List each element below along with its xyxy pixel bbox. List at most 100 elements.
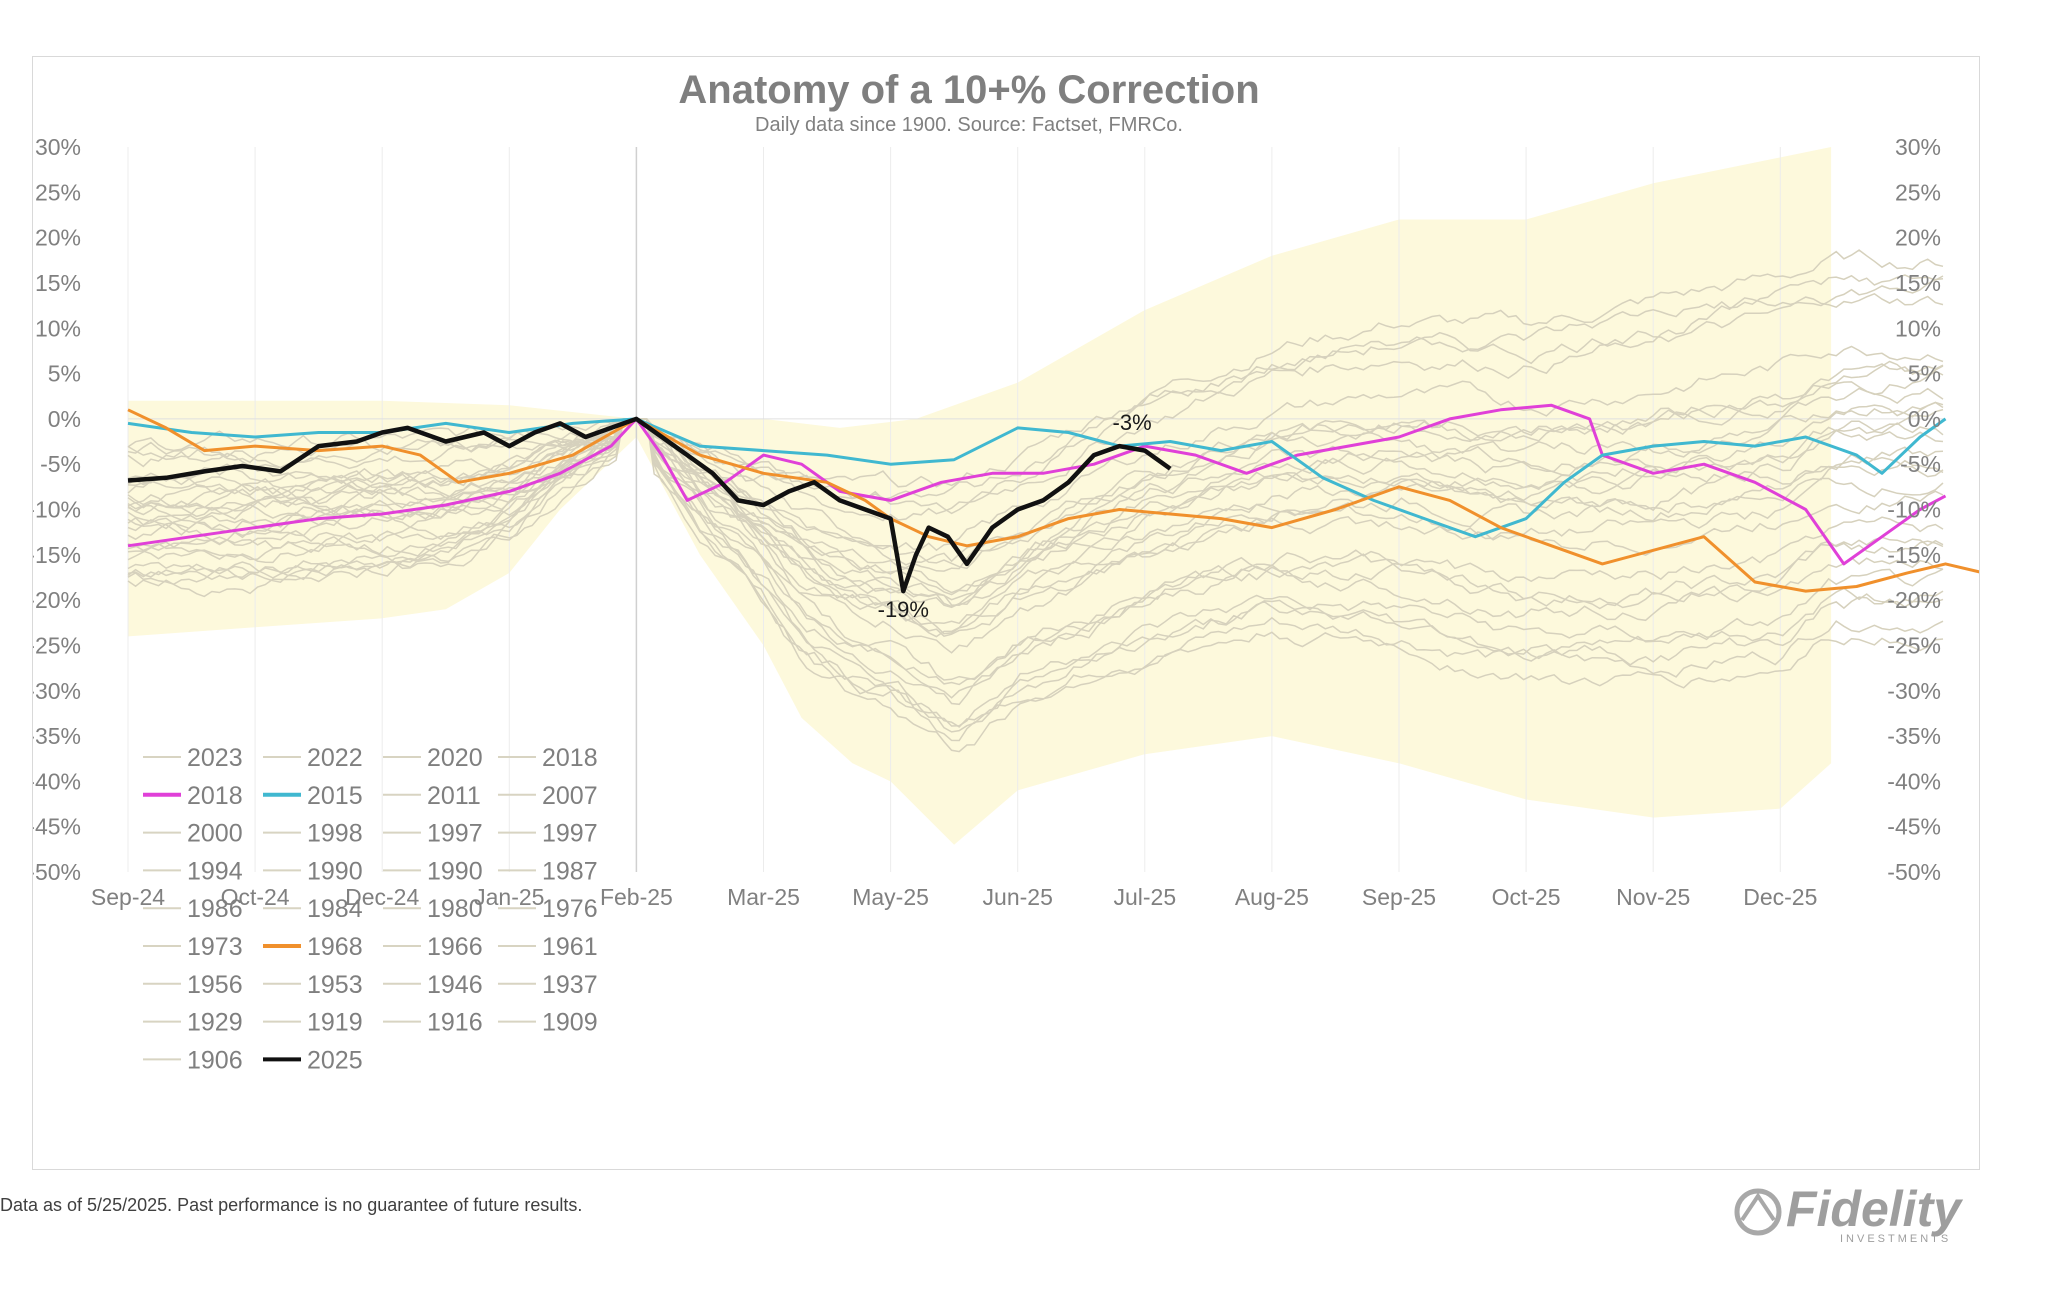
legend-label-28: 1929	[187, 1009, 243, 1037]
y-tick-left-4: 10%	[35, 315, 81, 341]
y-tick-left-1: 25%	[35, 179, 81, 205]
y-tick-left-2: 20%	[35, 225, 81, 251]
chart-subtitle: Daily data since 1900. Source: Factset, …	[755, 114, 1183, 136]
legend-label-21: 1968	[307, 933, 363, 961]
y-tick-right-6: 0%	[1908, 406, 1941, 432]
annotation-1: -19%	[878, 597, 929, 622]
legend-label-0: 2023	[187, 744, 243, 772]
x-tick-1: Oct-24	[221, 884, 290, 910]
legend-label-16: 1986	[187, 895, 243, 923]
y-tick-left-13: -35%	[33, 723, 81, 749]
history-line-15	[127, 418, 1944, 728]
legend-label-23: 1961	[542, 933, 598, 961]
history-line-4	[127, 418, 1944, 638]
legend-label-29: 1919	[307, 1009, 363, 1037]
history-line-23	[127, 418, 1944, 686]
legend-label-24: 1956	[187, 971, 243, 999]
legend-label-3: 2018	[542, 744, 598, 772]
history-line-18	[127, 418, 1944, 699]
x-tick-2: Dec-24	[345, 884, 419, 910]
y-tick-left-11: -25%	[33, 632, 81, 658]
y-tick-right-7: -5%	[1900, 451, 1941, 477]
y-tick-left-9: -15%	[33, 542, 81, 568]
y-tick-right-15: -45%	[1887, 814, 1941, 840]
fidelity-mark-icon	[1734, 1188, 1782, 1236]
y-tick-right-16: -50%	[1887, 859, 1941, 885]
range-band	[128, 147, 1832, 845]
correction-chart: 30% 30% 25% 25% 20% 20% 15% 15% 10% 10% 5% 5% 0% 0% -5…	[33, 68, 1979, 1074]
history-line-0	[127, 418, 1944, 626]
x-tick-8: Jul-25	[1113, 884, 1176, 910]
y-tick-left-3: 15%	[35, 270, 81, 296]
x-tick-12: Nov-25	[1616, 884, 1690, 910]
legend-label-17: 1984	[307, 895, 363, 923]
history-line-27	[127, 360, 1944, 570]
y-tick-right-4: 10%	[1895, 315, 1941, 341]
legend-label-11: 1997	[542, 820, 598, 848]
y-tick-left-6: 0%	[48, 406, 81, 432]
history-line-17	[127, 418, 1944, 733]
history-line-26	[127, 274, 1944, 501]
x-tick-9: Aug-25	[1235, 884, 1309, 910]
legend-label-31: 1909	[542, 1009, 598, 1037]
annotation-0: -3%	[1113, 410, 1152, 435]
history-line-19	[127, 418, 1944, 706]
history-line-24	[127, 418, 1944, 607]
x-tick-6: May-25	[852, 884, 929, 910]
history-line-12	[127, 363, 1944, 566]
legend-label-18: 1980	[427, 895, 483, 923]
chart-title: Anatomy of a 10+% Correction	[678, 68, 1259, 112]
legend-label-27: 1937	[542, 971, 598, 999]
x-tick-13: Dec-25	[1743, 884, 1817, 910]
y-tick-left-8: -10%	[33, 497, 81, 523]
y-tick-right-11: -25%	[1887, 632, 1941, 658]
history-line-1	[127, 418, 1944, 742]
y-tick-right-13: -35%	[1887, 723, 1941, 749]
x-tick-4: Feb-25	[600, 884, 673, 910]
chart-frame: 30% 30% 25% 25% 20% 20% 15% 15% 10% 10% 5% 5% 0% 0% -5…	[32, 56, 1980, 1170]
series-2015	[127, 417, 1947, 539]
legend-label-25: 1953	[307, 971, 363, 999]
history-line-21	[127, 418, 1944, 753]
y-tick-left-5: 5%	[48, 361, 81, 387]
fidelity-subtext: INVESTMENTS	[1840, 1233, 1951, 1245]
fidelity-wordmark: Fidelity	[1786, 1182, 1963, 1237]
legend-label-22: 1966	[427, 933, 483, 961]
legend-label-19: 1976	[542, 895, 598, 923]
series-1968	[127, 408, 1979, 593]
y-tick-right-2: 20%	[1895, 225, 1941, 251]
series-2025	[127, 416, 1172, 594]
y-tick-right-14: -40%	[1887, 768, 1941, 794]
legend-label-7: 2007	[542, 782, 598, 810]
legend-label-8: 2000	[187, 820, 243, 848]
legend-label-5: 2015	[307, 782, 363, 810]
x-tick-11: Oct-25	[1492, 884, 1561, 910]
legend-label-13: 1990	[307, 857, 363, 885]
y-tick-right-9: -15%	[1887, 542, 1941, 568]
y-tick-left-15: -45%	[33, 814, 81, 840]
y-tick-left-7: -5%	[40, 451, 81, 477]
history-line-14	[127, 401, 1944, 601]
x-tick-5: Mar-25	[727, 884, 800, 910]
y-tick-right-3: 15%	[1895, 270, 1941, 296]
y-tick-right-12: -30%	[1887, 678, 1941, 704]
legend-label-10: 1997	[427, 820, 483, 848]
legend-label-33: 2025	[307, 1046, 363, 1074]
y-tick-right-5: 5%	[1908, 361, 1941, 387]
fidelity-logo: Fidelity INVESTMENTS	[1734, 1182, 1963, 1245]
history-line-3	[127, 418, 1944, 681]
x-tick-10: Sep-25	[1362, 884, 1436, 910]
x-tick-0: Sep-24	[91, 884, 165, 910]
y-tick-left-14: -40%	[33, 768, 81, 794]
y-tick-left-12: -30%	[33, 678, 81, 704]
legend-label-26: 1946	[427, 971, 483, 999]
y-tick-right-8: -10%	[1887, 497, 1941, 523]
y-tick-left-10: -20%	[33, 587, 81, 613]
y-tick-right-1: 25%	[1895, 179, 1941, 205]
legend-label-12: 1994	[187, 857, 243, 885]
x-tick-7: Jun-25	[983, 884, 1053, 910]
legend-label-30: 1916	[427, 1009, 483, 1037]
legend-label-4: 2018	[187, 782, 243, 810]
legend-label-6: 2011	[427, 782, 481, 810]
legend-label-32: 1906	[187, 1046, 243, 1074]
